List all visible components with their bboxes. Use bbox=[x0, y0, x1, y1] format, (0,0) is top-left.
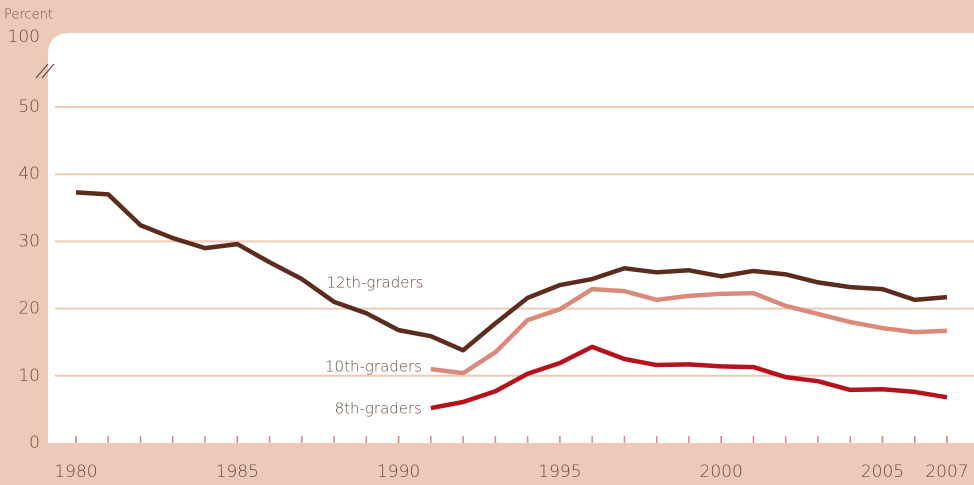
x-tick-label: 1995 bbox=[538, 462, 581, 482]
y-tick-label: 0 bbox=[29, 433, 40, 453]
plot-area bbox=[48, 33, 974, 443]
series-line bbox=[75, 190, 948, 353]
x-tick-label: 2007 bbox=[925, 462, 968, 482]
y-tick-label: 20 bbox=[18, 299, 40, 319]
break-mark bbox=[35, 63, 49, 79]
y-tick-label: 40 bbox=[18, 164, 40, 184]
x-tick-label: 2000 bbox=[700, 462, 743, 482]
x-tick-label: 2005 bbox=[861, 462, 904, 482]
y-tick-label: 100 bbox=[8, 27, 40, 47]
series-label: 10th-graders bbox=[325, 358, 422, 376]
y-tick-label: 10 bbox=[18, 366, 40, 386]
series-line bbox=[430, 344, 948, 411]
series-label: 12th-graders bbox=[327, 274, 424, 292]
x-tick-label: 1980 bbox=[54, 462, 97, 482]
x-tick-label: 1985 bbox=[216, 462, 259, 482]
y-tick-label: 30 bbox=[18, 231, 40, 251]
y-tick-label: 50 bbox=[18, 97, 40, 117]
axis-break bbox=[35, 63, 55, 79]
break-mark bbox=[41, 63, 55, 79]
series-label: 8th-graders bbox=[335, 400, 422, 418]
series-line bbox=[430, 286, 948, 376]
x-tick-label: 1990 bbox=[377, 462, 420, 482]
y-axis-label: Percent bbox=[4, 8, 53, 23]
